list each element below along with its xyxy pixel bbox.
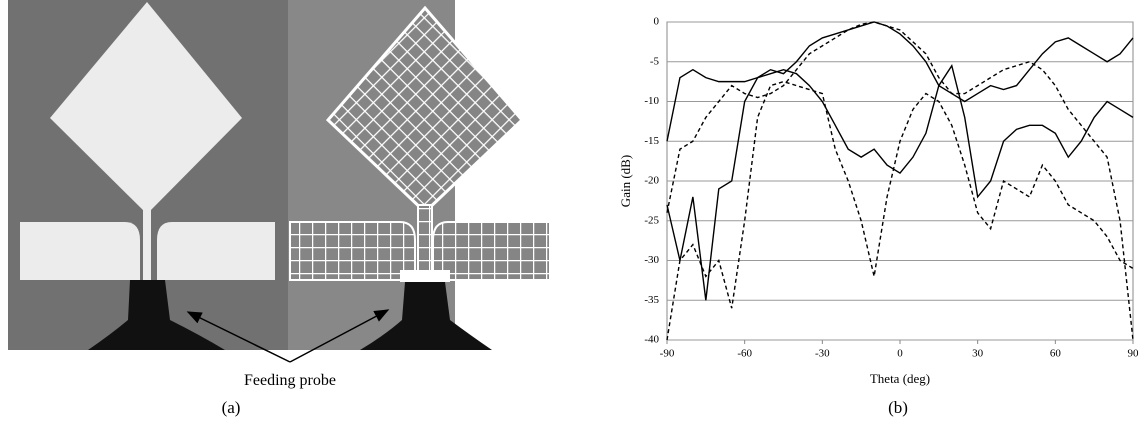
series-line (666, 80, 1134, 341)
series-line (666, 63, 1134, 301)
y-tick-label: -5 (650, 55, 660, 67)
y-tick-label: 0 (654, 16, 660, 28)
caption: (a) (222, 398, 241, 417)
annotation: Feeding probe (244, 372, 336, 389)
series-line (666, 21, 1134, 341)
x-tick-label: -90 (660, 348, 675, 360)
y-tick-label: -40 (644, 334, 659, 346)
x-tick-label: 90 (1128, 348, 1140, 360)
chart: 0 -5 -10 -15 -20 -25 -30 -35 -40-90 -60 -30 0 30 60 90… (618, 16, 1139, 386)
y-tick-label: -20 (644, 175, 659, 187)
x-tick-label: -30 (815, 348, 830, 360)
y-tick-label: -10 (644, 95, 659, 107)
x-tick-label: 0 (897, 348, 903, 360)
photo (8, 0, 551, 363)
y-axis-label: Gain (dB) (618, 155, 633, 207)
x-tick-label: 60 (1050, 348, 1062, 360)
y-tick-label: -15 (644, 135, 659, 147)
y-tick-label: -25 (644, 214, 659, 226)
y-tick-label: -30 (644, 254, 659, 266)
series-line (666, 21, 1134, 142)
y-tick-label: -35 (644, 294, 659, 306)
caption: (b) (888, 398, 908, 417)
x-tick-label: -60 (737, 348, 752, 360)
x-axis-label: Theta (deg) (870, 371, 930, 386)
x-tick-label: 30 (972, 348, 984, 360)
